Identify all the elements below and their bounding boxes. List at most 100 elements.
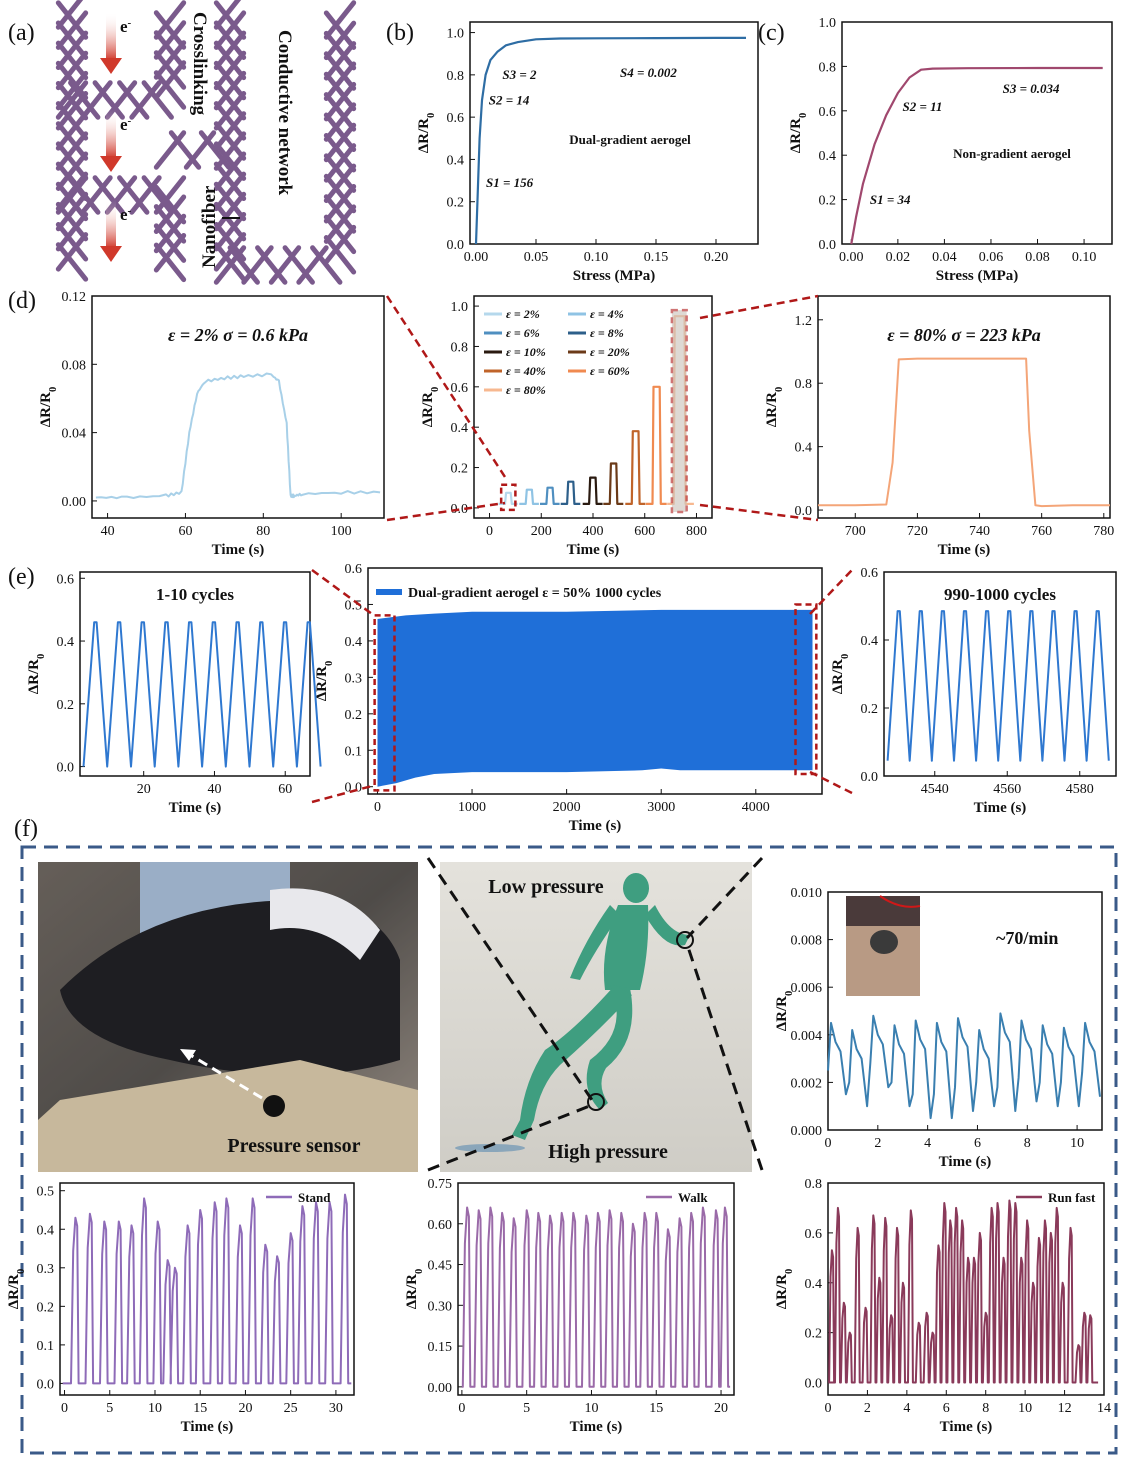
fiber-segment — [213, 201, 247, 242]
y-tick-label: 0.5 — [37, 1185, 55, 1200]
y-tick-label: 0.00 — [62, 495, 87, 510]
fiber-segment — [323, 132, 357, 173]
y-tick-label: 0.12 — [62, 290, 87, 305]
fiber-segment — [153, 204, 187, 244]
fiber-segment — [153, 242, 187, 283]
panel-label-f: (f) — [14, 816, 38, 842]
fiber-segment — [213, 151, 247, 191]
panel-label-b: (b) — [386, 20, 414, 46]
fiber-segment — [213, 161, 247, 202]
fiber-segment — [68, 175, 101, 215]
x-tick-label: 5 — [106, 1401, 113, 1416]
zoom-connectors — [311, 294, 853, 804]
x-tick-label: 780 — [1093, 524, 1114, 539]
electron-label: e- — [120, 115, 132, 134]
fiber-segment — [255, 245, 288, 285]
plot-frame — [367, 567, 823, 795]
y-tick-label: 0.30 — [428, 1299, 453, 1314]
x-tick-label: 4540 — [921, 782, 949, 797]
chart-title: 990-1000 cycles — [944, 585, 1056, 604]
fiber-segment — [55, 20, 89, 60]
panel-label-e: (e) — [8, 564, 35, 590]
series-line — [818, 357, 1110, 508]
y-axis-label: ΔR/R0 — [774, 991, 795, 1032]
fiber-segment — [80, 175, 113, 215]
fiber-segment — [213, 141, 247, 181]
y-tick-label: 0.4 — [861, 634, 879, 649]
x-axis-label: Time (s) — [569, 818, 622, 834]
legend-label: ε = 40% — [506, 364, 546, 378]
fiber-segment — [323, 61, 357, 101]
chart-title: ε = 2% σ = 0.6 kPa — [168, 325, 308, 345]
fiber-segment — [323, 163, 357, 204]
x-axis-label: Time (s) — [938, 542, 991, 558]
fiber-segment — [55, 191, 89, 232]
y-tick-label: 0.6 — [451, 381, 469, 396]
x-tick-label: 0.00 — [464, 250, 489, 265]
x-tick-label: 8 — [1024, 1136, 1031, 1151]
x-tick-label: 200 — [531, 524, 552, 539]
series-line-strain — [540, 486, 560, 505]
y-tick-label: 0.6 — [57, 572, 75, 587]
fiber-segment — [213, 211, 247, 252]
y-tick-label: 0.0 — [57, 761, 75, 776]
legend-label: ε = 80% — [506, 383, 546, 397]
fiber-segment — [323, 92, 357, 132]
fiber-segment — [213, 0, 242, 30]
legend-text: Non-gradient aerogel — [953, 146, 1071, 161]
fiber-segment — [55, 141, 89, 181]
fiber-segment — [213, 91, 247, 131]
nanofiber-label: Nanofiber — [199, 185, 220, 268]
low-pressure-label: Low pressure — [488, 876, 604, 898]
fiber-segment — [55, 121, 89, 161]
y-tick-label: 0.008 — [791, 934, 823, 949]
fiber-segment — [55, 131, 89, 171]
fiber-segment — [117, 80, 150, 120]
x-tick-label: 60 — [278, 782, 292, 797]
legend-label: ε = 20% — [590, 345, 630, 359]
x-tick-label: 8 — [982, 1401, 989, 1416]
y-tick-label: 0.6 — [861, 566, 879, 581]
y-tick-label: 0.010 — [791, 886, 823, 901]
y-tick-label: 0.2 — [805, 1327, 823, 1342]
y-axis-label: ΔR/R0 — [788, 113, 809, 154]
x-tick-label: 30 — [329, 1401, 343, 1416]
series-line-dual-gradient — [474, 36, 746, 245]
x-tick-label: 100 — [331, 524, 352, 539]
y-tick-label: 0.3 — [37, 1262, 55, 1277]
x-axis-label: Stress (MPa) — [936, 268, 1019, 284]
fiber-segment — [323, 224, 357, 265]
fiber-segment — [55, 0, 89, 40]
plot-frame — [827, 1182, 1105, 1396]
y-tick-label: 0.000 — [791, 1124, 823, 1139]
x-tick-label: 1000 — [458, 800, 486, 815]
fiber-segment — [153, 10, 187, 50]
series-line-gait — [828, 1199, 1099, 1384]
x-axis-label: Time (s) — [181, 1419, 234, 1435]
x-tick-label: 2000 — [553, 800, 581, 815]
fiber-segment — [153, 40, 187, 80]
fiber-segment — [153, 70, 187, 110]
cycle-band — [377, 609, 813, 787]
fiber-segment — [153, 0, 187, 40]
fiber-segment — [323, 235, 357, 275]
fiber-segment — [55, 175, 89, 215]
runner-illustration: Low pressure High pressure — [440, 862, 752, 1172]
y-tick-label: 0.0 — [861, 770, 879, 785]
plot-frame — [469, 21, 759, 245]
fiber-segment — [323, 102, 357, 142]
fiber-segment — [323, 10, 357, 50]
legend-label: ε = 6% — [506, 326, 540, 340]
x-tick-label: 0.02 — [886, 250, 911, 265]
y-tick-label: 0.006 — [791, 981, 823, 996]
fiber-segment — [117, 175, 150, 215]
x-tick-label: 14 — [1097, 1401, 1111, 1416]
x-tick-label: 25 — [284, 1401, 298, 1416]
fiber-segment — [55, 242, 89, 282]
y-tick-label: 0.6 — [819, 105, 837, 120]
fiber-segment — [213, 20, 247, 60]
x-tick-label: 15 — [193, 1401, 207, 1416]
panel-f-frame — [20, 845, 1118, 1455]
x-axis-label: Stress (MPa) — [573, 268, 656, 284]
fiber-segment — [213, 0, 247, 40]
